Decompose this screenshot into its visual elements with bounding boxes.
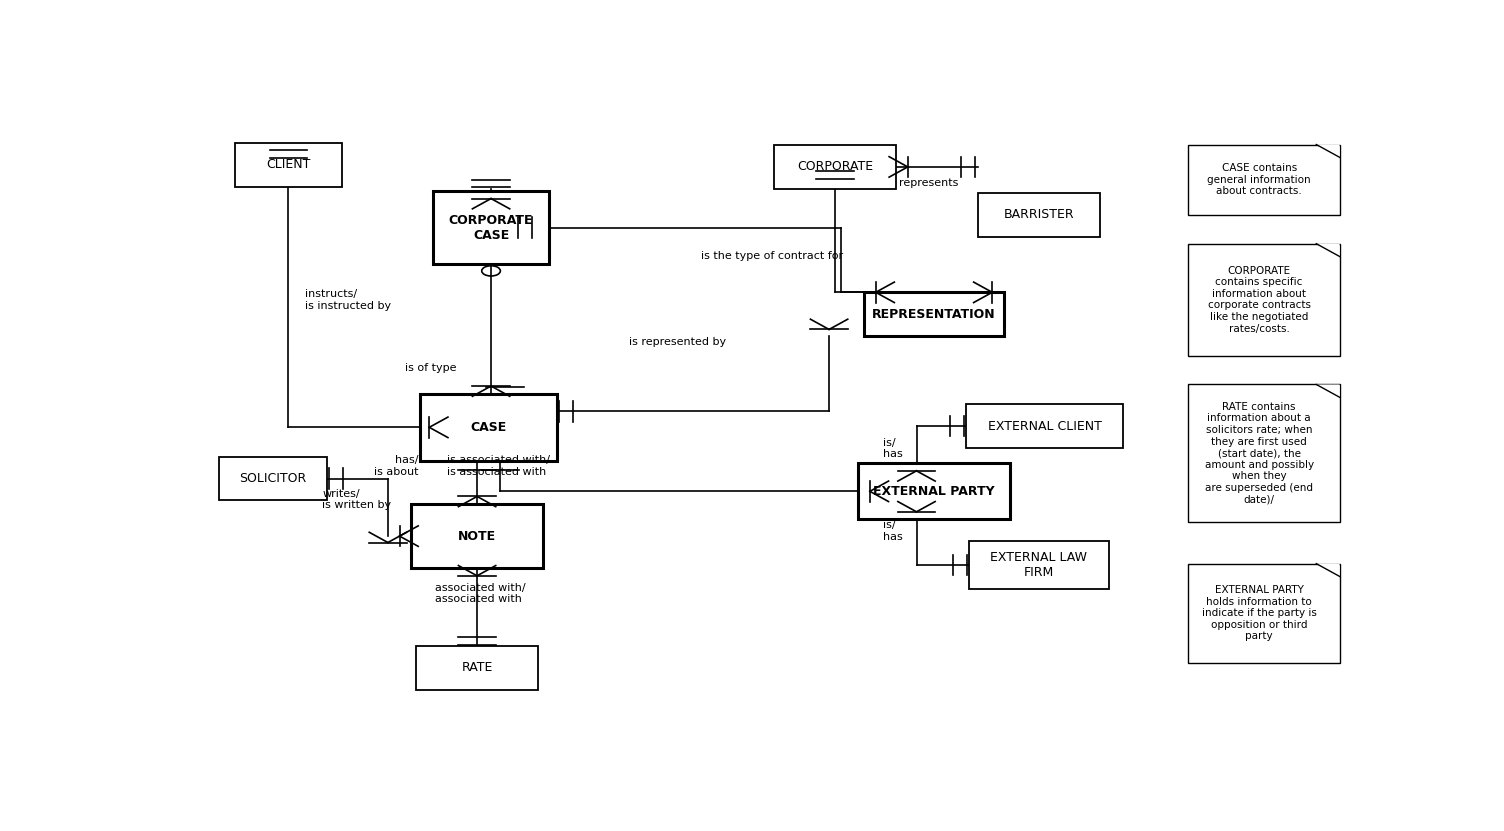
Text: has/
is about: has/ is about [374,455,418,476]
Text: EXTERNAL LAW
FIRM: EXTERNAL LAW FIRM [991,551,1087,579]
FancyBboxPatch shape [969,541,1108,589]
FancyBboxPatch shape [859,463,1009,519]
Text: represents: represents [899,178,958,188]
FancyBboxPatch shape [978,193,1099,237]
Text: EXTERNAL CLIENT: EXTERNAL CLIENT [988,420,1101,433]
Polygon shape [1316,145,1340,157]
Text: NOTE: NOTE [459,529,496,543]
Text: CORPORATE: CORPORATE [797,160,872,174]
Text: RATE contains
information about a
solicitors rate; when
they are first used
(sta: RATE contains information about a solici… [1205,402,1314,504]
Text: BARRISTER: BARRISTER [1003,209,1074,221]
FancyBboxPatch shape [863,293,1005,336]
FancyBboxPatch shape [420,394,558,461]
Text: instructs/
is instructed by: instructs/ is instructed by [304,289,391,311]
Text: EXTERNAL PARTY: EXTERNAL PARTY [874,484,994,498]
FancyBboxPatch shape [417,647,538,690]
FancyBboxPatch shape [235,143,341,187]
Text: SOLICITOR: SOLICITOR [239,472,307,485]
FancyBboxPatch shape [773,145,896,189]
FancyBboxPatch shape [411,504,543,568]
Polygon shape [1316,385,1340,397]
Text: CASE: CASE [471,420,507,434]
Text: CORPORATE
contains specific
information about
corporate contracts
like the negot: CORPORATE contains specific information … [1208,266,1310,334]
Polygon shape [1316,243,1340,257]
FancyBboxPatch shape [1188,145,1340,215]
Text: CASE contains
general information
about contracts.: CASE contains general information about … [1208,163,1311,196]
FancyBboxPatch shape [1188,385,1340,522]
Text: REPRESENTATION: REPRESENTATION [872,307,996,321]
Text: is/
has: is/ has [883,520,902,542]
FancyBboxPatch shape [966,405,1123,448]
Text: EXTERNAL PARTY
holds information to
indicate if the party is
opposition or third: EXTERNAL PARTY holds information to indi… [1202,585,1316,642]
Text: is/
has: is/ has [883,438,902,460]
FancyBboxPatch shape [1188,563,1340,663]
Polygon shape [1316,563,1340,577]
Text: is of type: is of type [405,363,456,373]
Text: is represented by: is represented by [629,337,726,347]
Text: CLIENT: CLIENT [266,159,310,171]
Text: CORPORATE
CASE: CORPORATE CASE [448,214,534,242]
Text: is associated with/
is associated with: is associated with/ is associated with [447,455,550,476]
Text: is the type of contract for: is the type of contract for [701,252,842,262]
FancyBboxPatch shape [1188,243,1340,356]
FancyBboxPatch shape [433,191,549,264]
Text: writes/
is written by: writes/ is written by [322,489,391,510]
Text: associated with/
associated with: associated with/ associated with [435,583,526,604]
Text: RATE: RATE [462,661,493,675]
FancyBboxPatch shape [220,457,326,500]
